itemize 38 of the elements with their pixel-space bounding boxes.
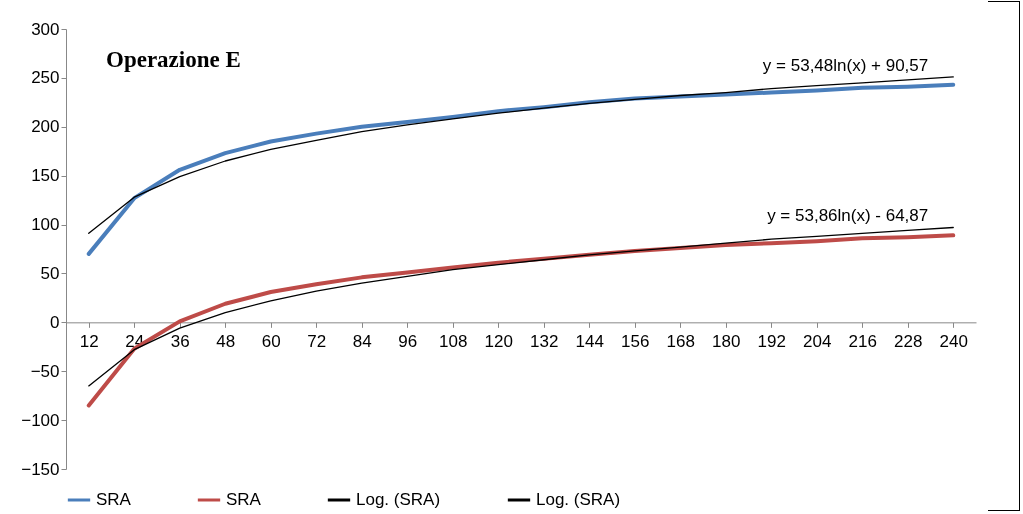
x-tick-label: 144 (575, 331, 604, 351)
y-tick-label: 200 (31, 117, 60, 137)
y-tick-label: 100 (31, 215, 60, 235)
x-tick-label: 228 (894, 331, 923, 351)
y-tick-label: 0 (50, 312, 60, 332)
x-tick-label: 108 (439, 331, 468, 351)
y-tick-label: 300 (31, 19, 60, 39)
x-tick-label: 36 (170, 331, 190, 351)
x-tick-label: 192 (757, 331, 786, 351)
y-tick-label: −100 (21, 410, 60, 430)
line-series (88, 76, 954, 235)
y-tick-label: 250 (31, 68, 60, 88)
text: Operazione E (106, 47, 241, 72)
x-tick-label: 132 (530, 331, 559, 351)
x-tick-label: 204 (803, 331, 832, 351)
x-tick-label: 60 (261, 331, 281, 351)
x-tick-label: 180 (712, 331, 741, 351)
x-tick-label: 156 (621, 331, 650, 351)
annotation: y = 53,86ln(x) - 64,87 (767, 206, 929, 226)
y-tick-label: 150 (31, 166, 60, 186)
x-tick-label: 48 (216, 331, 236, 351)
y-tick-label: −150 (21, 459, 60, 479)
x-tick-label: 72 (307, 331, 327, 351)
x-tick-label: 120 (484, 331, 513, 351)
x-tick-label: 216 (848, 331, 877, 351)
annotation: y = 53,48ln(x) + 90,57 (762, 55, 929, 75)
legend-label: SRA (226, 490, 262, 509)
legend-label: Log. (SRA) (356, 490, 441, 509)
y-tick-label: 50 (40, 263, 60, 283)
x-tick-label: 96 (398, 331, 418, 351)
x-tick-label: 12 (79, 331, 99, 351)
legend-label: Log. (SRA) (536, 490, 621, 509)
x-tick-label: 84 (352, 331, 372, 351)
x-tick-label: 168 (666, 331, 695, 351)
y-tick-label: −50 (30, 361, 60, 381)
line-series (86, 82, 956, 256)
x-tick-label: 240 (939, 331, 968, 351)
legend-label: SRA (96, 490, 132, 509)
